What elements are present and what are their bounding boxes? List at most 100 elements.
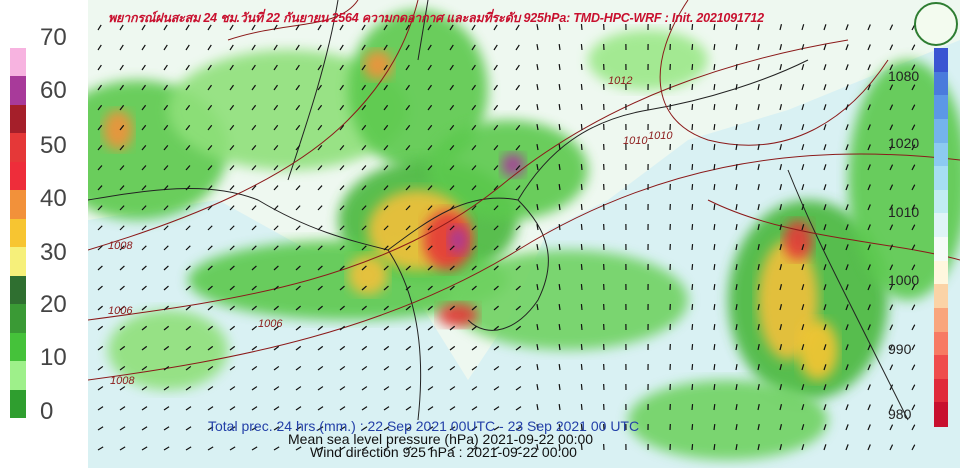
wind-arrow [823, 224, 827, 231]
wind-arrow [273, 44, 278, 51]
wind-arrow [801, 384, 805, 391]
wind-arrow [580, 263, 583, 271]
wind-arrow [493, 165, 499, 171]
wind-arrow [757, 344, 760, 351]
wind-arrow [493, 345, 500, 351]
wind-arrow [580, 43, 583, 51]
wind-arrow [383, 325, 390, 331]
wind-arrow [580, 123, 583, 131]
wind-arrow [471, 24, 476, 31]
wind-arrow [163, 345, 170, 351]
wind-arrow [317, 185, 323, 191]
wind-arrow [383, 446, 390, 451]
wind-arrow [580, 423, 583, 431]
wind-arrow [383, 104, 389, 111]
wind-arrow [691, 63, 694, 71]
wind-arrow [757, 164, 760, 171]
pressure-tick-label: 1080 [888, 68, 920, 84]
wind-arrow [823, 184, 827, 191]
wind-arrow [823, 324, 827, 331]
wind-arrow [141, 185, 147, 191]
isobar-label: 1012 [608, 75, 633, 87]
wind-arrow [779, 404, 783, 411]
rain-area [588, 30, 708, 90]
wind-arrow [779, 124, 783, 131]
wind-arrow [845, 304, 849, 311]
wind-arrow [317, 446, 324, 451]
precip-color-cell [10, 218, 26, 248]
wind-arrow [801, 164, 805, 171]
wind-arrow [229, 165, 235, 171]
wind-arrow [735, 323, 738, 331]
wind-arrow [867, 304, 871, 311]
wind-arrow [361, 406, 368, 411]
wind-arrow [558, 243, 561, 251]
wind-arrow [691, 223, 694, 231]
wind-arrow [889, 324, 894, 331]
wind-arrow [141, 426, 148, 431]
wind-arrow [295, 446, 302, 451]
wind-arrow [295, 265, 301, 271]
wind-arrow [867, 224, 871, 231]
wind-arrow [911, 224, 916, 231]
wind-arrow [141, 305, 147, 311]
wind-arrow [867, 424, 871, 431]
wind-arrow [251, 245, 257, 251]
wind-arrow [119, 64, 124, 71]
wind-arrow [207, 406, 214, 411]
wind-arrow [713, 403, 716, 411]
wind-arrow [801, 124, 805, 131]
wind-arrow [383, 144, 389, 151]
wind-arrow [515, 305, 521, 311]
wind-arrow [536, 423, 539, 431]
wind-arrow [119, 305, 125, 311]
wind-arrow [691, 363, 694, 371]
wind-arrow [273, 124, 279, 131]
isobar-label: 1010 [648, 130, 673, 142]
wind-arrow [845, 64, 849, 71]
rain-area [168, 50, 408, 170]
wind-arrow [339, 265, 345, 271]
wind-arrow [779, 384, 783, 391]
wind-arrow [449, 305, 455, 311]
wind-arrow [580, 143, 583, 151]
wind-arrow [251, 325, 258, 331]
pressure-color-cell [934, 71, 948, 96]
pressure-color-cell [934, 260, 948, 285]
wind-arrow [845, 204, 849, 211]
wind-arrow [317, 205, 323, 211]
wind-arrow [580, 23, 583, 31]
wind-arrow [383, 365, 390, 371]
wind-arrow [119, 365, 126, 371]
wind-arrow [735, 223, 738, 231]
wind-arrow [339, 225, 345, 231]
wind-arrow [911, 164, 916, 171]
rain-area [758, 240, 818, 360]
wind-arrow [317, 124, 323, 131]
wind-arrow [735, 263, 738, 271]
wind-arrow [163, 426, 170, 431]
wind-arrow [97, 305, 103, 311]
wind-arrow [536, 63, 539, 71]
wind-arrow [383, 205, 389, 211]
isobar-line [88, 39, 849, 321]
wind-arrow [691, 43, 694, 51]
wind-arrow [119, 345, 126, 351]
wind-arrow [449, 285, 455, 291]
wind-arrow [251, 285, 257, 291]
wind-arrow [845, 184, 849, 191]
wind-arrow [735, 203, 738, 211]
wind-arrow [449, 24, 454, 31]
wind-arrow [449, 144, 455, 151]
wind-arrow [185, 24, 190, 31]
wind-arrow [229, 446, 236, 451]
wind-arrow [207, 24, 212, 31]
wind-arrow [801, 344, 805, 351]
pressure-color-cell [934, 284, 948, 309]
wind-arrow [889, 344, 894, 351]
wind-arrow [757, 284, 760, 291]
wind-arrow [536, 143, 539, 151]
wind-arrow [911, 184, 916, 191]
wind-arrow [515, 44, 520, 51]
precip-color-cell [10, 76, 26, 106]
